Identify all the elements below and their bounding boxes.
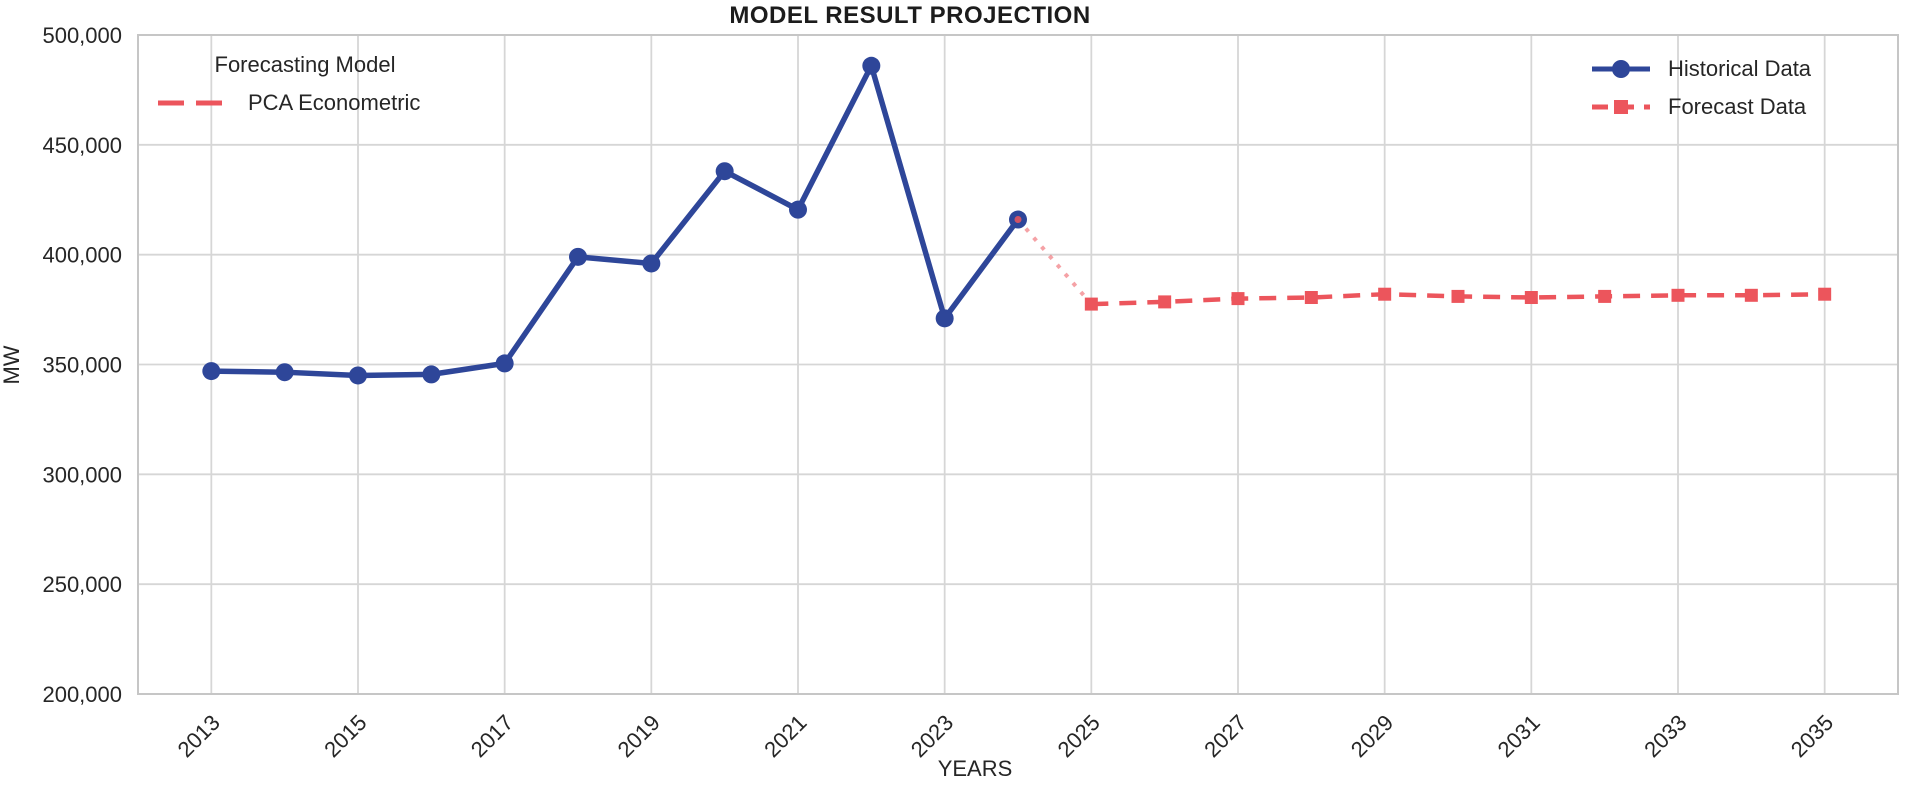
historical-marker <box>862 56 881 75</box>
dashed-line-icon <box>158 100 228 106</box>
x-tick-label: 2013 <box>173 710 225 762</box>
x-tick-label: 2031 <box>1493 710 1545 762</box>
y-tick-label: 300,000 <box>42 462 122 487</box>
legend-forecast-row: Forecast Data <box>1590 88 1811 126</box>
x-tick-label: 2015 <box>319 710 371 762</box>
x-tick-label: 2019 <box>613 710 665 762</box>
legend-historical-row: Historical Data <box>1590 50 1811 88</box>
legend-model-entry: PCA Econometric <box>150 90 460 116</box>
y-tick-label: 400,000 <box>42 243 122 268</box>
forecast-marker <box>1158 295 1172 309</box>
x-tick-label: 2029 <box>1346 710 1398 762</box>
plot-frame <box>137 34 1899 695</box>
legend-model-entry-label: PCA Econometric <box>248 90 421 115</box>
historical-marker <box>569 247 587 266</box>
y-tick-label: 250,000 <box>42 572 122 597</box>
forecast-marker <box>1744 288 1758 302</box>
historical-marker <box>349 366 367 385</box>
legend-model-title: Forecasting Model <box>214 52 396 77</box>
y-tick-label: 500,000 <box>42 23 122 48</box>
forecast-marker <box>1378 287 1392 301</box>
forecast-marker <box>1818 287 1832 301</box>
forecast-start-dot <box>1014 216 1022 224</box>
forecast-marker <box>1451 289 1465 303</box>
y-tick-label: 350,000 <box>42 353 122 378</box>
historical-series-line <box>208 63 1021 379</box>
legend-forecasting-model: Forecasting Model PCA Econometric <box>150 52 460 116</box>
legend-historical-label: Historical Data <box>1668 56 1812 81</box>
historical-line-icon <box>1592 60 1650 78</box>
historical-marker <box>202 362 221 381</box>
forecast-marker <box>1231 292 1245 306</box>
forecast-marker <box>1304 291 1318 305</box>
forecast-marker <box>1524 291 1538 305</box>
y-tick-label: 450,000 <box>42 133 122 158</box>
historical-marker <box>642 254 661 273</box>
connector-line <box>1016 218 1093 306</box>
x-tick-label: 2023 <box>906 710 958 762</box>
forecast-marker <box>1084 297 1098 311</box>
historical-marker <box>422 365 441 384</box>
forecast-line-icon <box>1592 100 1650 114</box>
historical-marker <box>715 162 734 181</box>
y-tick-label: 200,000 <box>42 682 122 707</box>
x-tick-label: 2017 <box>466 710 518 762</box>
chart-title: MODEL RESULT PROJECTION <box>729 2 1091 29</box>
x-tick-label: 2021 <box>759 710 811 762</box>
x-axis-label: YEARS <box>937 756 1013 781</box>
legend-forecast-label: Forecast Data <box>1668 94 1807 119</box>
x-tick-label: 2027 <box>1199 710 1251 762</box>
x-tick-label: 2025 <box>1053 710 1105 762</box>
x-tick-label: 2035 <box>1786 710 1838 762</box>
forecast-marker <box>1671 288 1685 302</box>
forecast-marker <box>1598 289 1612 303</box>
historical-marker <box>789 200 807 219</box>
x-tick-label: 2033 <box>1639 710 1691 762</box>
historical-marker <box>935 309 954 328</box>
y-axis-label: MW <box>0 345 24 385</box>
legend-series: Historical Data Forecast Data <box>1590 50 1811 126</box>
historical-marker <box>495 354 514 373</box>
historical-marker <box>275 363 294 382</box>
